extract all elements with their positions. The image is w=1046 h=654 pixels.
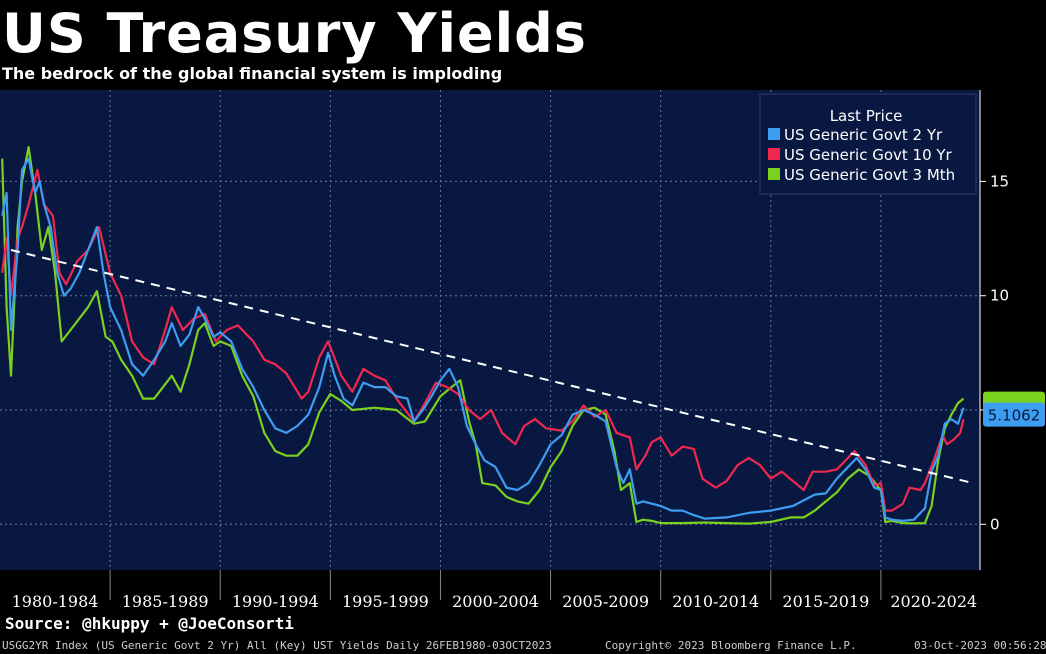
legend-label-2y: US Generic Govt 2 Yr [784,126,943,144]
series-line-10y [1,168,965,512]
y-tick-label: 10 [990,287,1009,305]
legend-title: Last Price [830,107,903,125]
trend-line [10,249,974,485]
last-price-badge-2y [983,402,1045,427]
series-line-2y [1,157,965,522]
footer-copyright: Copyright© 2023 Bloomberg Finance L.P. [605,639,857,652]
legend-swatch-3m [768,168,780,180]
y-tick-label: 15 [990,172,1009,190]
x-category-label: 2010-2014 [672,592,759,611]
x-category-label: 2005-2009 [562,592,649,611]
x-category-label: 2015-2019 [782,592,869,611]
legend-label-10y: US Generic Govt 10 Yr [784,146,953,164]
series-lines [1,146,974,525]
last-price-badge: 5.1062 [983,391,1045,427]
source-credit: Source: @hkuppy + @JoeConsorti [5,614,294,633]
footer-timestamp: 03-Oct-2023 00:56:28 [914,639,1046,652]
yield-chart: 0 10 15 1980-1984 1985-1989 1990-1994 1995-19… [0,90,1046,636]
legend-box [759,93,977,195]
x-axis: 1980-1984 1985-1989 1990-1994 1995-1999 2000… [12,570,977,611]
legend-label-3m: US Generic Govt 3 Mth [784,166,955,184]
footer-index-info: USGG2YR Index (US Generic Govt 2 Yr) All… [2,639,552,652]
y-tick-label: 0 [990,515,1000,533]
x-category-label: 2020-2024 [890,592,977,611]
legend-swatch-2y [768,128,780,140]
x-category-label: 1980-1984 [12,592,99,611]
last-price-label: 5.1062 [988,407,1041,425]
legend-swatch-10y [768,148,780,160]
x-category-label: 2000-2004 [452,592,539,611]
page-title: US Treasury Yields [2,2,587,65]
x-category-label: 1990-1994 [232,592,319,611]
page-subtitle: The bedrock of the global financial syst… [2,64,503,83]
y-axis: 0 10 15 [979,90,1009,570]
footer-bar: USGG2YR Index (US Generic Govt 2 Yr) All… [0,636,1046,654]
series-line-3m [1,146,965,525]
x-category-label: 1985-1989 [122,592,209,611]
x-category-label: 1995-1999 [342,592,429,611]
